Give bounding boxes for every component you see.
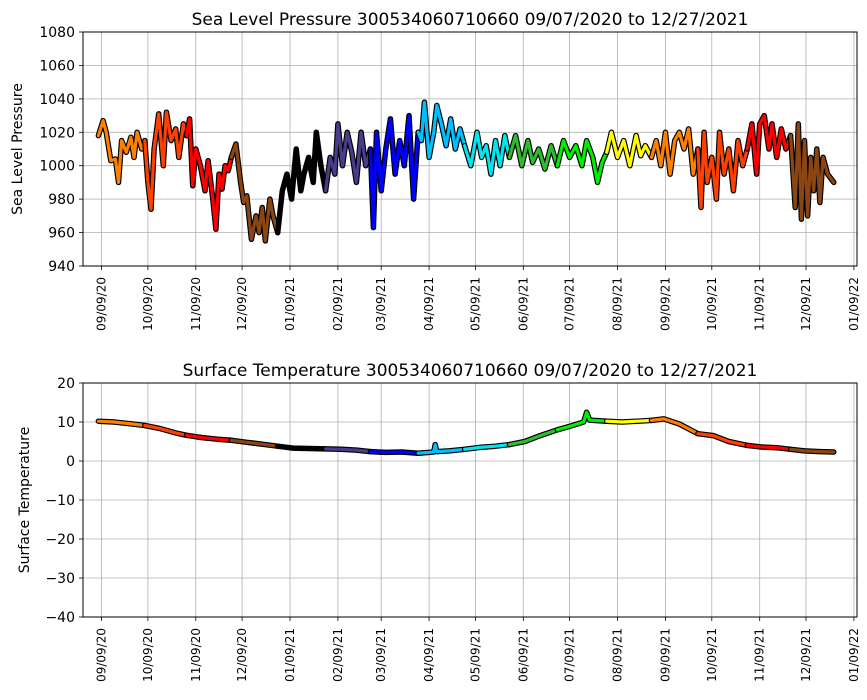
- temperature-x-tick-label: 01/09/21: [283, 628, 297, 682]
- temperature-y-ticks: −40 −30 −20 −10 0 10 20: [45, 376, 83, 626]
- temperature-y-tick-label: −20: [45, 532, 75, 548]
- pressure-y-ticks: 940 960 980 1000 1020 1040 1060 1080: [39, 25, 83, 275]
- temperature-chart-title: Surface Temperature 300534060710660 09/0…: [183, 361, 758, 381]
- pressure-series-10-line: [555, 139, 609, 184]
- pressure-x-tick-label: 05/09/21: [468, 277, 482, 331]
- pressure-series-1-line: [143, 110, 189, 211]
- temperature-series-2-line: [184, 433, 233, 442]
- temperature-series-6-line: [368, 450, 420, 455]
- pressure-x-tick-label: 11/09/21: [753, 277, 767, 331]
- pressure-x-tick-label: 01/09/21: [283, 277, 297, 331]
- temperature-series-8-line: [463, 443, 511, 451]
- pressure-series-14-line: [745, 113, 793, 176]
- temperature-x-tick-label: 08/09/21: [611, 628, 625, 682]
- pressure-x-tick-label: 11/09/20: [189, 277, 203, 331]
- pressure-x-tick-label: 08/09/21: [611, 277, 625, 331]
- pressure-y-tick-label: 980: [48, 192, 75, 208]
- pressure-series-15-line: [788, 122, 836, 221]
- temperature-series-7-line: [416, 443, 467, 455]
- pressure-y-tick-label: 940: [48, 259, 75, 275]
- temperature-x-tick-label: 10/09/21: [705, 628, 719, 682]
- pressure-series-7-line: [416, 100, 467, 159]
- temperature-x-tick-label: 11/09/20: [189, 628, 203, 682]
- pressure-series-2-line: [184, 117, 233, 231]
- pressure-series-11-line: [605, 130, 654, 168]
- pressure-series-8-line: [463, 130, 511, 176]
- temperature-x-tick-label: 09/09/21: [658, 628, 672, 682]
- pressure-x-tick-label: 02/09/21: [331, 277, 345, 331]
- pressure-y-tick-label: 1000: [39, 159, 75, 175]
- pressure-y-tick-label: 1080: [39, 25, 75, 41]
- pressure-x-tick-label: 03/09/21: [374, 277, 388, 331]
- pressure-x-tick-label: 04/09/21: [422, 277, 436, 331]
- temperature-x-tick-label: 12/09/21: [799, 628, 813, 682]
- pressure-series-group: [95, 99, 837, 244]
- temperature-x-tick-label: 03/09/21: [374, 628, 388, 682]
- pressure-y-tick-label: 960: [48, 226, 75, 242]
- pressure-x-ticks: 09/09/20 10/09/20 11/09/20 12/09/20 01/09/21…: [95, 266, 861, 331]
- temperature-series-group: [95, 409, 837, 456]
- temperature-y-tick-label: 20: [57, 376, 75, 392]
- pressure-chart: Sea Level Pressure 300534060710660 09/07…: [10, 10, 861, 331]
- temperature-x-tick-label: 12/09/20: [235, 628, 249, 682]
- temperature-series-15-line: [788, 447, 836, 454]
- pressure-x-tick-label: 12/09/21: [799, 277, 813, 331]
- pressure-y-tick-label: 1020: [39, 125, 75, 141]
- temperature-x-tick-label: 11/09/21: [753, 628, 767, 682]
- pressure-series-6-line: [368, 113, 420, 230]
- temperature-series-14-line: [745, 443, 793, 451]
- pressure-series-9-line: [507, 134, 559, 171]
- pressure-x-tick-label: 10/09/20: [141, 277, 155, 331]
- pressure-x-tick-label: 12/09/20: [235, 277, 249, 331]
- temperature-series-3-line: [229, 438, 280, 448]
- temperature-y-axis-label: Surface Temperature: [17, 427, 33, 573]
- pressure-x-tick-label: 06/09/21: [516, 277, 530, 331]
- pressure-series-12-line: [649, 127, 700, 176]
- temperature-y-tick-label: 10: [57, 415, 75, 431]
- pressure-x-tick-label: 07/09/21: [563, 277, 577, 331]
- pressure-x-tick-label: 10/09/21: [705, 277, 719, 331]
- pressure-y-tick-label: 1060: [39, 58, 75, 74]
- temperature-series-9-line: [507, 428, 559, 447]
- temperature-series-10-line: [555, 410, 609, 432]
- temperature-y-tick-label: −30: [45, 571, 75, 587]
- temperature-x-tick-label: 02/09/21: [331, 628, 345, 682]
- temperature-x-tick-label: 01/09/22: [847, 628, 861, 682]
- temperature-y-tick-label: −10: [45, 493, 75, 509]
- temperature-x-ticks: 09/09/20 10/09/20 11/09/20 12/09/20 01/09/21…: [95, 617, 861, 682]
- pressure-x-tick-label: 09/09/20: [95, 277, 109, 331]
- temperature-series-12-line: [649, 417, 700, 436]
- pressure-x-tick-label: 01/09/22: [847, 277, 861, 331]
- temperature-x-tick-label: 10/09/20: [141, 628, 155, 682]
- pressure-plot-frame: [82, 31, 858, 267]
- temperature-x-tick-label: 04/09/21: [422, 628, 436, 682]
- temperature-y-tick-label: 0: [66, 454, 75, 470]
- temperature-x-tick-label: 06/09/21: [516, 628, 530, 682]
- pressure-x-tick-label: 09/09/21: [658, 277, 672, 331]
- temperature-series-1-line: [143, 423, 189, 437]
- pressure-y-axis-label: Sea Level Pressure: [10, 83, 26, 215]
- temperature-chart: Surface Temperature 300534060710660 09/0…: [17, 361, 861, 682]
- temperature-x-tick-label: 05/09/21: [468, 628, 482, 682]
- temperature-series-11-line: [605, 418, 654, 424]
- pressure-y-tick-label: 1040: [39, 92, 75, 108]
- pressure-chart-title: Sea Level Pressure 300534060710660 09/07…: [192, 10, 749, 30]
- pressure-series-5-line: [324, 122, 372, 193]
- pressure-series-0-line: [96, 118, 147, 184]
- temperature-x-tick-label: 07/09/21: [563, 628, 577, 682]
- temperature-y-tick-label: −40: [45, 610, 75, 626]
- pressure-series-3-line: [229, 142, 280, 243]
- temperature-series-0-line: [96, 419, 147, 428]
- temperature-series-5-line: [324, 447, 372, 454]
- pressure-series-4-line: [276, 130, 328, 235]
- temperature-series-13-line: [696, 432, 749, 447]
- pressure-series-13-line: [696, 130, 749, 210]
- temperature-series-4-line: [276, 444, 328, 451]
- temperature-x-tick-label: 09/09/20: [95, 628, 109, 682]
